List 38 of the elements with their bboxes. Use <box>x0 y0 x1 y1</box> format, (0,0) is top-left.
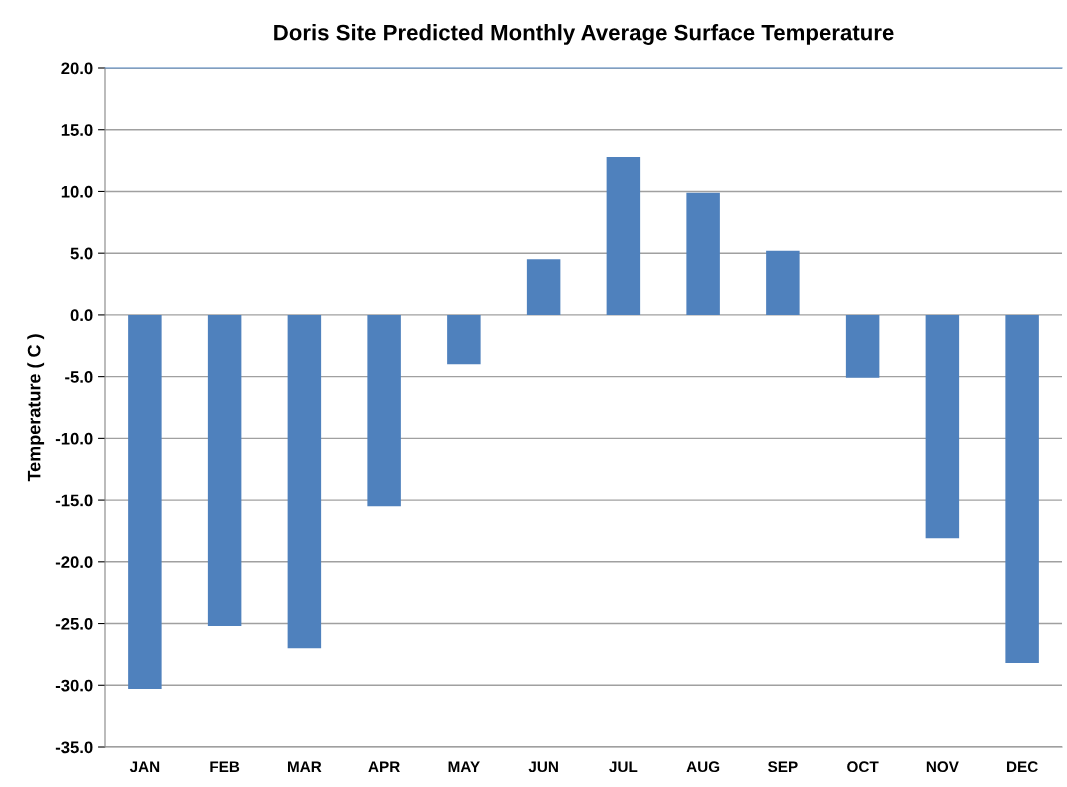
bar <box>1005 314 1039 664</box>
bar <box>526 259 561 315</box>
bar <box>766 250 800 315</box>
y-axis-title: Temperature ( C ) <box>27 334 45 482</box>
x-tick-label: JAN <box>129 761 160 773</box>
x-tick-label: NOV <box>926 761 959 773</box>
x-tick-label: SEP <box>768 761 798 773</box>
bar <box>447 314 481 365</box>
x-tick-label: MAY <box>448 761 480 772</box>
y-tick-label: 15.0 <box>61 124 93 136</box>
y-tick-label: -10.0 <box>55 432 93 445</box>
y-tick-label: 10.0 <box>61 185 93 198</box>
x-tick-label: FEB <box>210 761 240 772</box>
x-tick-label: JUN <box>528 761 558 773</box>
bar <box>845 314 880 378</box>
bar <box>128 314 162 689</box>
x-tick-label: MAR <box>288 761 322 772</box>
y-tick-label: 5.0 <box>70 247 93 260</box>
bar <box>686 192 720 315</box>
chart-title: Doris Site Predicted Monthly Average Surface Temperature <box>274 24 894 45</box>
bar <box>207 314 242 627</box>
x-tick-label: APR <box>368 761 400 772</box>
y-tick-label: 20.0 <box>61 62 93 75</box>
x-tick-label: OCT <box>847 761 879 773</box>
bar <box>287 314 322 649</box>
y-tick-label: -5.0 <box>65 371 93 383</box>
y-tick-label: -30.0 <box>55 679 93 692</box>
y-tick-label: -15.0 <box>55 494 93 507</box>
bar <box>606 156 641 315</box>
x-tick-label: DEC <box>1007 761 1038 773</box>
y-tick-label: -20.0 <box>55 556 93 569</box>
bar <box>367 314 401 507</box>
y-tick-label: 0.0 <box>70 309 93 322</box>
x-tick-label: JUL <box>609 761 638 773</box>
y-tick-label: -35.0 <box>55 741 93 754</box>
bar <box>925 314 960 539</box>
y-tick-label: -25.0 <box>55 617 93 630</box>
x-tick-label: AUG <box>686 761 720 773</box>
